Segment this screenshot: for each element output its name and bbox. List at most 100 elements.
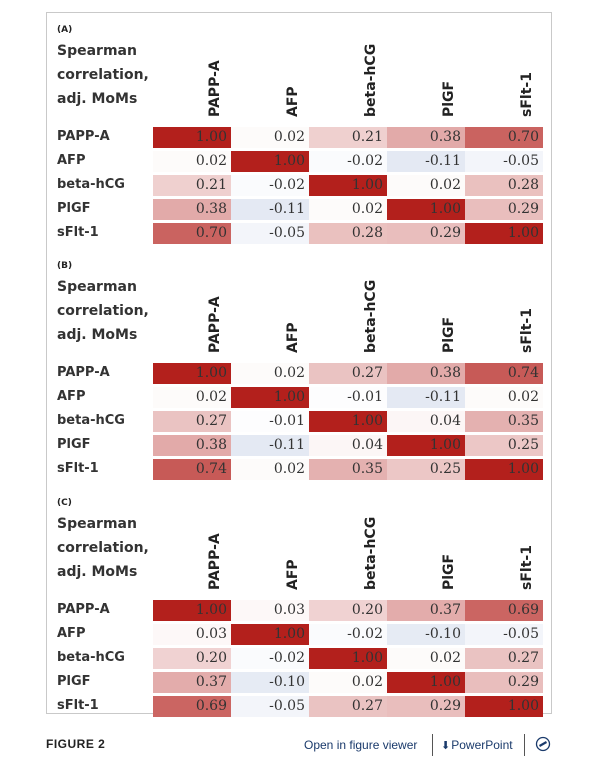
panel-label: (A) [57,25,73,35]
correlation-title-line: Spearman [57,516,137,532]
heatmap-cell: 0.29 [465,199,543,220]
heatmap-cell: 1.00 [387,199,465,220]
correlation-title-line: adj. MoMs [57,327,138,343]
row-label: beta-hCG [57,413,125,428]
heatmap-cell: 0.29 [387,696,465,717]
heatmap-cell: 0.35 [465,411,543,432]
column-label: beta-hCG [363,43,379,117]
heatmap-cell: 0.29 [465,672,543,693]
heatmap-cell: 1.00 [231,624,309,645]
row-label: AFP [57,389,86,404]
heatmap-cell: 0.28 [465,175,543,196]
column-label: sFlt-1 [519,308,535,353]
heatmap-cell: 1.00 [153,600,231,621]
heatmap-cell: 0.02 [153,151,231,172]
heatmap-cell: 0.02 [387,648,465,669]
heatmap-cell: 0.38 [153,199,231,220]
heatmap-cell: 0.27 [153,411,231,432]
correlation-title-line: correlation, [57,67,149,83]
row-label: PAPP-A [57,602,110,617]
heatmap-cell: 0.02 [231,127,309,148]
column-label: PlGF [441,316,457,353]
heatmap-cell: 1.00 [309,175,387,196]
heatmap-cell: 0.20 [309,600,387,621]
heatmap-cell: 1.00 [465,696,543,717]
figure-frame: (A) Spearman correlation, adj. MoMs PAPP-A AF… [46,12,553,717]
row-label: PlGF [57,674,91,689]
heatmap-cell: 0.27 [465,648,543,669]
heatmap-cell: 0.38 [153,435,231,456]
row-label: PAPP-A [57,129,110,144]
heatmap-cell: 0.02 [231,363,309,384]
heatmap-cell: -0.02 [309,151,387,172]
heatmap-cell: 0.21 [309,127,387,148]
heatmap-cell: 0.38 [387,127,465,148]
heatmap-cell: -0.05 [465,624,543,645]
heatmap-cell: 0.28 [309,223,387,244]
cite-icon[interactable] [535,736,551,752]
heatmap-cell: 0.69 [465,600,543,621]
heatmap-cell: -0.02 [231,648,309,669]
heatmap-cell: 0.27 [309,696,387,717]
figure-caption: FIGURE 2 [46,737,106,751]
column-label: PlGF [441,553,457,590]
heatmap-cell: -0.11 [231,435,309,456]
row-label: PAPP-A [57,365,110,380]
heatmap-cell: -0.02 [309,624,387,645]
correlation-title-line: correlation, [57,303,149,319]
heatmap-cell: 0.04 [387,411,465,432]
heatmap-cell: 1.00 [231,151,309,172]
heatmap-cell: -0.11 [231,199,309,220]
column-label: PAPP-A [207,60,223,117]
heatmap-cell: 0.74 [465,363,543,384]
heatmap-cell: 0.02 [231,459,309,480]
powerpoint-download-link[interactable]: ⬇PowerPoint [441,738,513,752]
heatmap-cell: -0.02 [231,175,309,196]
heatmap-cell: 0.21 [153,175,231,196]
heatmap-cell: 0.25 [387,459,465,480]
heatmap-cell: 0.35 [309,459,387,480]
heatmap-panel: (A) Spearman correlation, adj. MoMs PAPP-A AF… [47,23,553,248]
correlation-title-line: Spearman [57,279,137,295]
heatmap-cell: -0.05 [465,151,543,172]
heatmap-cell: 0.04 [309,435,387,456]
row-label: sFlt-1 [57,461,99,476]
heatmap-cell: 0.38 [387,363,465,384]
column-label: sFlt-1 [519,72,535,117]
column-label: beta-hCG [363,279,379,353]
heatmap-cell: 1.00 [309,411,387,432]
footer-separator [432,734,433,756]
heatmap-cell: -0.11 [387,151,465,172]
heatmap-cell: 1.00 [387,435,465,456]
heatmap-cell: 1.00 [153,127,231,148]
heatmap-cell: -0.11 [387,387,465,408]
heatmap-cell: 0.02 [153,387,231,408]
heatmap-cell: 0.03 [153,624,231,645]
heatmap-cell: 0.25 [465,435,543,456]
open-in-figure-viewer-link[interactable]: Open in figure viewer [304,738,418,752]
heatmap-cell: 0.20 [153,648,231,669]
download-arrow-icon: ⬇ [441,740,451,752]
heatmap-cell: -0.10 [231,672,309,693]
heatmap-cell: 0.70 [465,127,543,148]
powerpoint-label: PowerPoint [451,738,513,752]
heatmap-cell: 0.37 [153,672,231,693]
row-label: beta-hCG [57,650,125,665]
heatmap-cell: 0.70 [153,223,231,244]
row-label: sFlt-1 [57,225,99,240]
panel-label: (B) [57,261,73,271]
correlation-title-line: adj. MoMs [57,91,138,107]
footer-separator [524,734,525,756]
heatmap-cell: 1.00 [465,223,543,244]
heatmap-cell: 0.02 [465,387,543,408]
heatmap-panel: (B) Spearman correlation, adj. MoMs PAPP-A AF… [47,259,553,484]
heatmap-cell: 1.00 [153,363,231,384]
heatmap-cell: 1.00 [309,648,387,669]
correlation-title-line: correlation, [57,540,149,556]
heatmap-cell: 0.37 [387,600,465,621]
column-label: PlGF [441,80,457,117]
heatmap-panel: (C) Spearman correlation, adj. MoMs PAPP-A AF… [47,496,553,721]
heatmap-cell: -0.01 [309,387,387,408]
heatmap-cell: 0.03 [231,600,309,621]
heatmap-cell: 1.00 [231,387,309,408]
